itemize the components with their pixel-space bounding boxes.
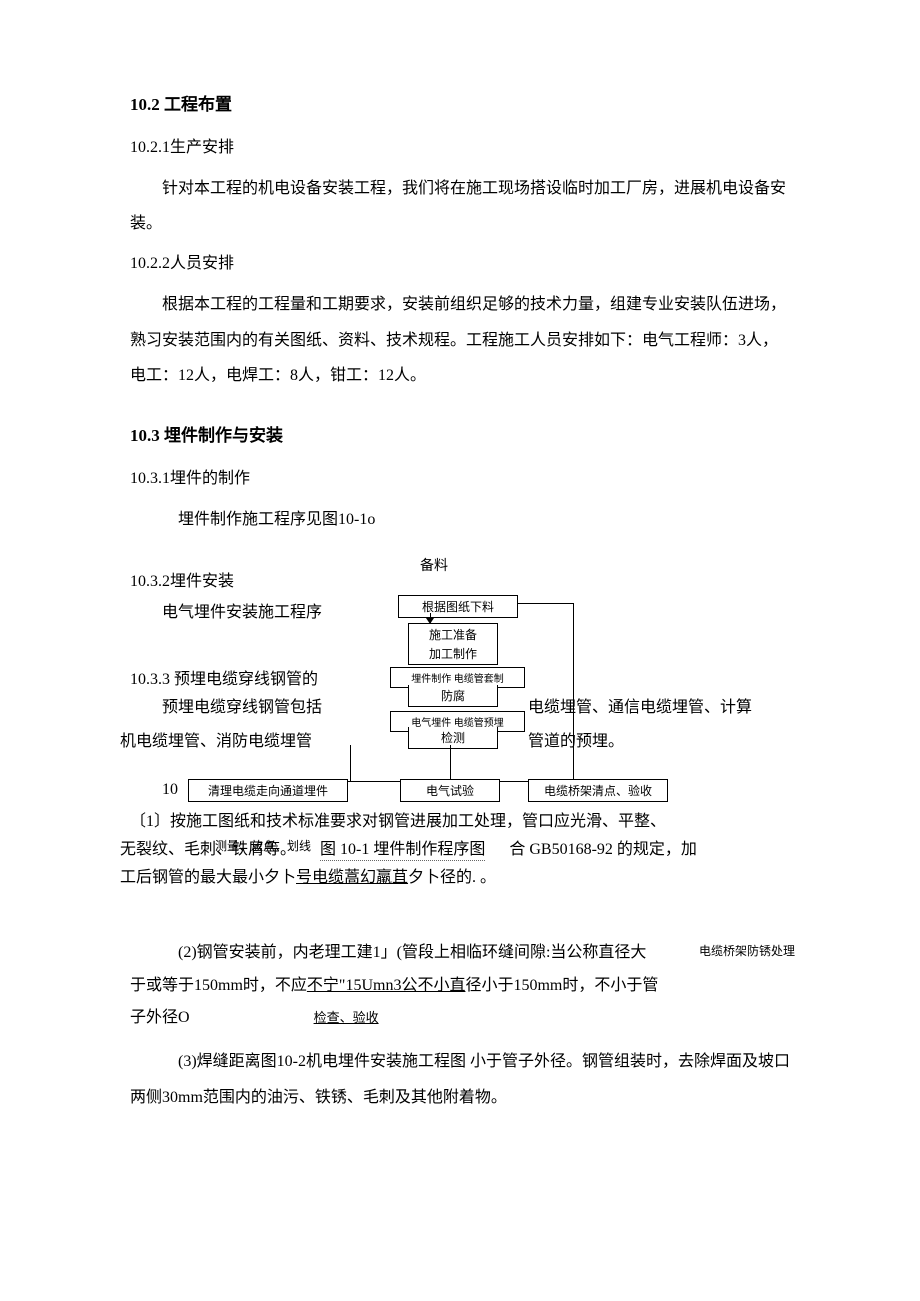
text-pipe-embed: 管道的预埋。 — [528, 727, 624, 751]
flow-box-8: 清理电缆走向通道埋件 — [188, 779, 348, 802]
flow-box-7: 检测 — [408, 727, 498, 749]
heading-10-2-1: 10.2.1生产安排 — [130, 133, 790, 157]
para2-line3: 子外径O 检查、验收 — [130, 1002, 790, 1034]
flow-top-label: 备料 — [420, 555, 448, 575]
flow-box-1: 根据图纸下料 — [398, 595, 518, 618]
para-10-3-1: 埋件制作施工程序见图10-1o — [130, 502, 790, 537]
text-machine-cable: 机电缆埋管、消防电缆埋管 — [120, 727, 312, 751]
text-pre-embed-1: 预埋电缆穿线钢管包括 — [162, 693, 322, 717]
para-2-container: (2)钢管安装前，内老理工建1」(管段上相临环缝间隙:当公称直径大电缆桥架防锈处… — [130, 935, 790, 1034]
overlay-line2-pre: 无裂纹、毛刺、铁屑等。 — [120, 841, 296, 858]
overlay-line3-pre: 工后钢管的最大最小夕卜 — [120, 869, 296, 886]
para-10-2-1: 针对本工程的机电设备安装工程，我们将在施工现场搭设临时加工厂房，进展机电设备安装… — [130, 171, 790, 241]
heading-10-2-2: 10.2.2人员安排 — [130, 249, 790, 273]
overlay-line2-post: 合 GB50168-92 的规定，加 — [509, 841, 697, 858]
text-pre-embed-2: 电缆埋管、通信电缆埋管、计算 — [528, 693, 752, 717]
para2-line2-pre: 于或等于150mm时，不应 — [130, 977, 307, 994]
text-num-10: 10 — [162, 781, 178, 799]
overlay-line3-mid: 号电缆蒿幻羸苴 — [296, 869, 408, 886]
heading-10-3-3: 10.3.3 预埋电缆穿线钢管的 — [130, 665, 318, 689]
overlay-line3-post: 夕卜径的. 。 — [408, 869, 496, 886]
flow-box-13: 检查、验收 — [314, 1010, 379, 1025]
flow-box-9: 电气试验 — [400, 779, 500, 802]
text-electric-install: 电气埋件安装施工程序 — [162, 598, 322, 622]
para-10-2-2: 根据本工程的工程量和工期要求，安装前组织足够的技术力量，组建专业安装队伍进场，熟… — [130, 287, 790, 393]
flow-caption: 图 10-1 埋件制作程序图 — [320, 841, 485, 861]
flow-box-5: 防腐 — [408, 685, 498, 707]
document-content: 10.2 工程布置 10.2.1生产安排 针对本工程的机电设备安装工程，我们将在… — [130, 90, 790, 1115]
flow-box-10: 电缆桥架清点、验收 — [528, 779, 668, 802]
section-10-2-title: 10.2 工程布置 — [130, 90, 790, 115]
para2-line3-text: 子外径O — [130, 1009, 190, 1026]
para2-line2-u: 不宁"15Umn3公不小直 — [307, 977, 466, 994]
overlay-line3: 工后钢管的最大最小夕卜号电缆蒿幻羸苴夕卜径的. 。 — [120, 863, 496, 887]
heading-10-3-2: 10.3.2埋件安装 — [130, 567, 234, 591]
para2-pre: (2)钢管安装前，内老理工建1」(管段上相临环缝间隙:当公称直径大 — [178, 944, 646, 961]
section-10-3-title: 10.3 埋件制作与安装 — [130, 421, 790, 446]
para2-line2: 于或等于150mm时，不应不宁"15Umn3公不小直径小于150mm时，不小于管 — [130, 970, 790, 1002]
flow-box-3: 加工制作 — [408, 643, 498, 665]
para2-line2-post: 径小于150mm时，不小于管 — [465, 977, 658, 994]
overlay-line2: 无裂纹、毛刺、铁屑等。 图 10-1 埋件制作程序图 合 GB50168-92 … — [120, 835, 697, 859]
overlay-line1: 〔1〕按施工图纸和技术标准要求对钢管进展加工处理，管口应光滑、平整、 — [130, 807, 666, 831]
heading-10-3-1: 10.3.1埋件的制作 — [130, 464, 790, 488]
para-3: (3)焊缝距离图10-2机电埋件安装施工程图 小于管子外径。钢管组装时，去除焊面… — [130, 1044, 790, 1114]
flowchart-area: 备料 10.3.2埋件安装 电气埋件安装施工程序 根据图纸下料 施工准备 加工制… — [130, 545, 790, 925]
flow-box-12: 电缆桥架防锈处理 — [651, 938, 795, 964]
para2-line1: (2)钢管安装前，内老理工建1」(管段上相临环缝间隙:当公称直径大电缆桥架防锈处… — [130, 935, 790, 970]
